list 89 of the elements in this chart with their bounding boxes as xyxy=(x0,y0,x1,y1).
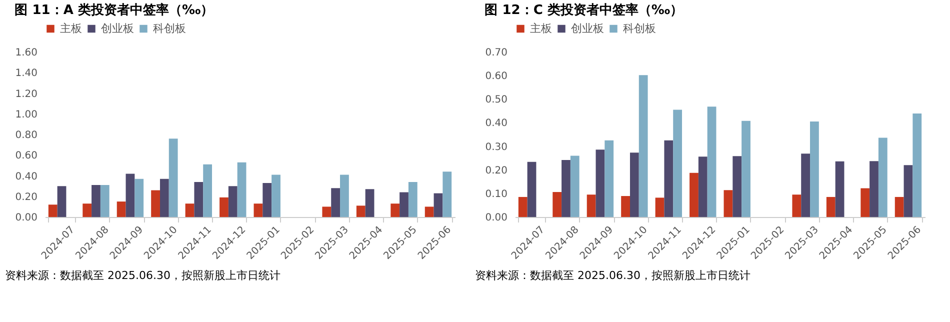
bar xyxy=(82,204,92,217)
legend-label: 主板 xyxy=(60,22,82,35)
bar xyxy=(638,75,648,217)
bar xyxy=(262,182,272,217)
bar xyxy=(698,156,708,217)
bar xyxy=(810,122,819,217)
bar xyxy=(570,156,580,217)
bar xyxy=(724,190,733,217)
bar xyxy=(673,110,682,217)
bar xyxy=(48,204,58,217)
bar xyxy=(562,160,570,217)
y-tick-label: 0.00 xyxy=(485,212,508,224)
bar xyxy=(894,196,904,217)
y-tick-label: 0.10 xyxy=(485,188,508,200)
y-tick-label: 1.60 xyxy=(15,48,38,58)
bar xyxy=(116,202,126,217)
chart-title: 图 12：C 类投资者中签率（‰） xyxy=(484,2,684,18)
bar xyxy=(596,150,605,217)
bar xyxy=(742,120,750,217)
text: 资料来源：数据截至 2025.06.30，按照新股上市日统计 xyxy=(475,269,750,282)
bar xyxy=(912,114,922,217)
bar xyxy=(400,192,408,217)
bar xyxy=(878,138,888,217)
bar xyxy=(322,206,332,217)
y-tick-label: 0.00 xyxy=(15,212,38,224)
y-tick-label: 0.20 xyxy=(485,165,508,176)
bar xyxy=(792,194,802,217)
bar xyxy=(356,206,366,217)
bar xyxy=(220,197,228,217)
bar xyxy=(664,140,674,217)
bar xyxy=(424,206,434,217)
bar xyxy=(272,174,280,217)
y-tick-label: 0.60 xyxy=(15,150,38,162)
y-tick-label: 1.40 xyxy=(15,68,38,80)
legend-label: 创业板 xyxy=(571,22,604,35)
bar xyxy=(604,140,614,217)
legend-label: 科创板 xyxy=(623,22,656,35)
legend-label: 主板 xyxy=(530,22,552,35)
y-tick-label: 1.20 xyxy=(15,88,38,100)
bar xyxy=(621,196,630,217)
text: 资料来源：数据截至 2025.06.30，按照新股上市日统计 xyxy=(5,269,280,282)
bar xyxy=(552,192,562,217)
bar xyxy=(408,182,418,217)
bar xyxy=(630,152,639,217)
y-tick-label: 1.00 xyxy=(15,109,38,120)
bar xyxy=(203,164,212,217)
bar xyxy=(904,165,913,217)
bar xyxy=(134,178,144,217)
y-tick-label: 0.40 xyxy=(485,118,508,130)
bar xyxy=(100,185,110,217)
bar xyxy=(151,190,160,217)
bar xyxy=(870,161,878,217)
bar xyxy=(527,162,536,217)
bar xyxy=(237,162,246,217)
y-tick-label: 0.50 xyxy=(485,94,508,106)
bar xyxy=(801,154,810,217)
bar xyxy=(340,174,349,217)
bar xyxy=(518,196,528,217)
bar xyxy=(835,161,844,217)
y-tick-label: 0.60 xyxy=(485,71,508,82)
bar xyxy=(586,194,596,217)
bar xyxy=(168,138,178,217)
bar xyxy=(160,178,169,217)
bar xyxy=(826,196,836,217)
bar xyxy=(92,185,100,217)
bar xyxy=(126,174,135,217)
bar xyxy=(185,204,194,217)
legend-label: 创业板 xyxy=(101,22,134,35)
bar xyxy=(228,186,238,217)
bar xyxy=(194,182,204,217)
y-tick-label: 0.80 xyxy=(15,130,38,141)
bar xyxy=(732,156,742,217)
chart-title: 图 11：A 类投资者中签率（‰） xyxy=(14,2,214,18)
bar xyxy=(690,172,698,217)
bar xyxy=(442,172,452,217)
bar xyxy=(390,204,400,217)
bar xyxy=(57,186,66,217)
legend-label: 科创板 xyxy=(153,22,186,35)
bar xyxy=(434,193,443,217)
bar xyxy=(860,188,870,217)
bar xyxy=(331,188,340,217)
bar xyxy=(707,106,716,217)
bar xyxy=(655,198,664,217)
y-tick-label: 0.70 xyxy=(485,48,508,58)
bar xyxy=(254,204,263,217)
y-tick-label: 0.30 xyxy=(485,142,508,153)
y-tick-label: 0.20 xyxy=(15,192,38,203)
bar xyxy=(365,189,374,217)
y-tick-label: 0.40 xyxy=(15,171,38,182)
